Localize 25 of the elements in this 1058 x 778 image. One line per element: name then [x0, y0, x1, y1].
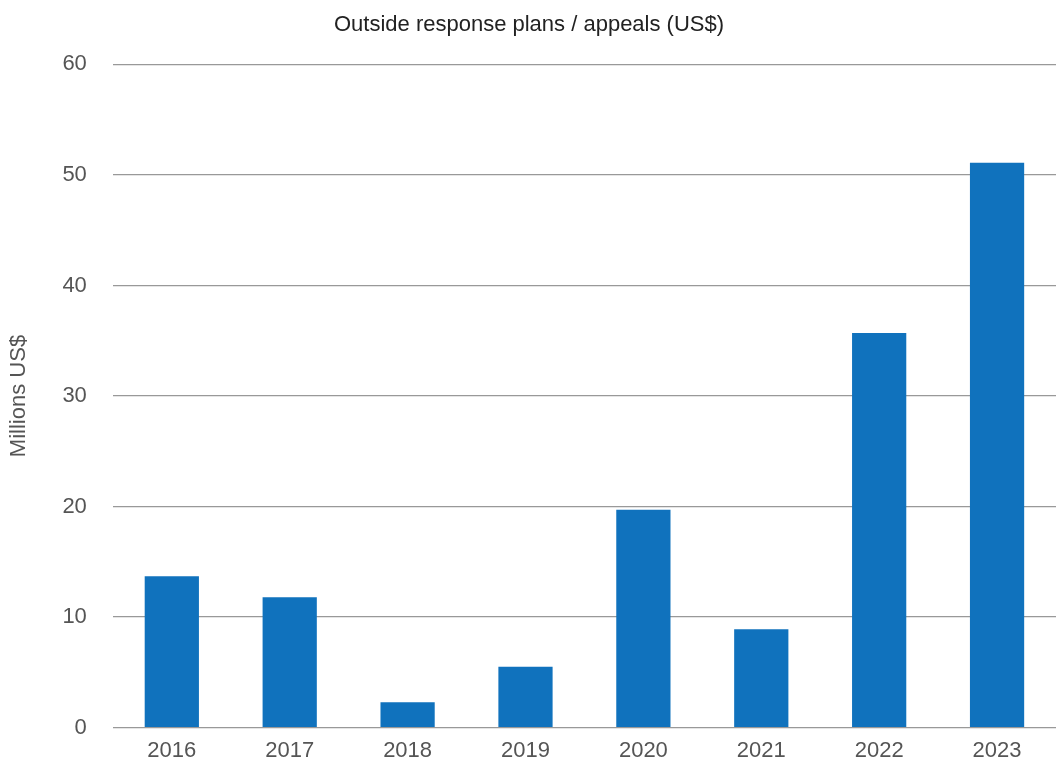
y-tick-label: 50 [62, 161, 87, 186]
bar [498, 666, 553, 727]
x-tick-label: 2021 [736, 736, 786, 762]
bar [380, 702, 435, 727]
bar [852, 333, 907, 727]
x-tick-label: 2022 [854, 736, 904, 762]
bar [969, 162, 1025, 727]
y-tick-label: 10 [62, 603, 87, 629]
bar [734, 629, 789, 727]
bar [144, 576, 199, 727]
x-tick-label: 2019 [501, 736, 550, 762]
y-tick-label: 20 [62, 492, 87, 518]
y-tick-label: 0 [74, 713, 87, 739]
bar [616, 509, 671, 727]
y-axis-title: Millions US$ [5, 334, 31, 458]
chart-title: Outside response plans / appeals (US$) [333, 11, 725, 37]
y-tick-label: 60 [62, 50, 87, 76]
y-tick-label: 40 [62, 271, 87, 297]
x-tick-label: 2017 [265, 736, 315, 762]
x-tick-label: 2020 [618, 736, 668, 762]
x-tick-label: 2018 [383, 736, 433, 762]
x-tick-label: 2023 [972, 736, 1022, 762]
bar [262, 597, 317, 727]
y-tick-label: 30 [62, 382, 87, 408]
x-tick-label: 2016 [147, 736, 197, 762]
